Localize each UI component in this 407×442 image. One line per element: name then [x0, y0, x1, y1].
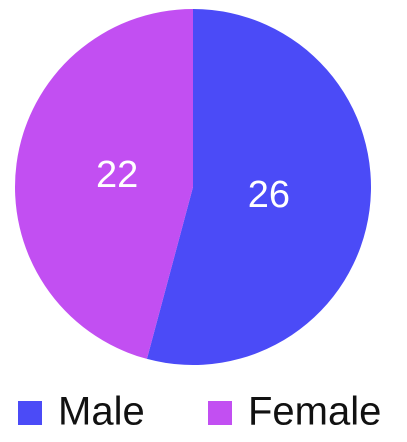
legend-label: Female: [248, 390, 381, 434]
pie-slice: [146, 9, 371, 365]
legend-swatch: [208, 401, 232, 425]
data-label: 26: [248, 174, 290, 216]
legend-label: Male: [58, 390, 145, 434]
legend-swatch: [18, 401, 42, 425]
pie-slice: [15, 9, 194, 359]
data-label: 22: [96, 154, 138, 196]
